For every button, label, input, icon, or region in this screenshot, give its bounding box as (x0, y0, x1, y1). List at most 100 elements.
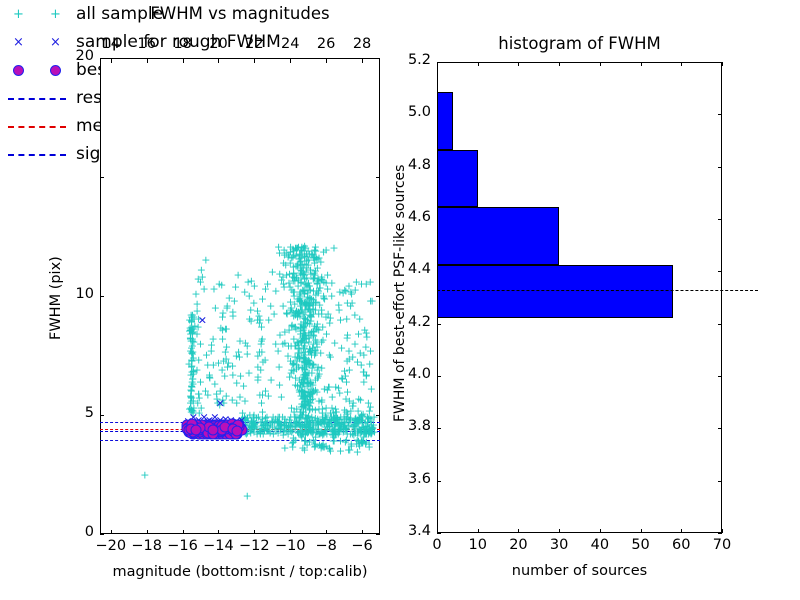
hist-x-tick-bottom (518, 529, 520, 533)
x-ticklabel-top: 18 (173, 36, 192, 52)
histogram-xlabel: number of sources (511, 563, 648, 579)
x-tick-bottom (290, 530, 292, 534)
x-ticklabel-top: 20 (209, 36, 228, 52)
hist-x-tick-bottom (722, 529, 723, 533)
legend-key-plus: + + (0, 4, 74, 24)
y-tick-left (100, 534, 104, 535)
hist-x-ticklabel: 70 (712, 537, 732, 553)
hist-x-ticklabel: 40 (590, 537, 610, 553)
scatter-xlabel: magnitude (bottom:isnt / top:calib) (112, 564, 368, 580)
x-ticklabel-bottom: −14 (203, 538, 234, 554)
hist-x-tick-top (477, 62, 479, 66)
histogram-fwhm-line (437, 289, 758, 291)
x-ticklabel-bottom: −16 (167, 538, 198, 554)
histogram-ylabel: FWHM of best-effort PSF-like sources (392, 164, 408, 422)
hist-x-tick-top (559, 62, 561, 66)
hist-y-ticklabel: 3.8 (407, 418, 431, 435)
hist-x-tick-top (437, 62, 438, 66)
legend-label: sample for rough FWHM (76, 32, 281, 52)
circle-icon (50, 64, 61, 76)
scatter-hline-median-fhwm-of-sequence (100, 429, 380, 431)
hist-x-tick-bottom (437, 529, 438, 533)
x-ticklabel-bottom: −20 (95, 538, 127, 554)
y-tick-right (376, 296, 380, 297)
x-ticklabel-bottom: −10 (274, 538, 306, 554)
histogram-title: histogram of FWHM (498, 34, 661, 53)
legend-key-dashdot-line (0, 144, 74, 164)
hist-y-tick-right (718, 271, 722, 273)
hist-y-ticklabel: 4.8 (407, 156, 431, 173)
x-tick-bottom (218, 530, 220, 534)
legend-key-circle (0, 60, 74, 80)
y-ticklabel: 20 (75, 48, 94, 64)
histogram-bar (437, 207, 560, 265)
hist-y-tick-left (437, 62, 441, 63)
y-ticklabel: 0 (84, 524, 94, 540)
hist-y-tick-right (718, 376, 722, 377)
hist-y-ticklabel: 4.0 (407, 366, 431, 382)
y-tick-left (100, 177, 104, 178)
hist-y-tick-right (718, 114, 722, 116)
x-ticklabel-top: 14 (101, 36, 120, 52)
scatter-title: FWHM vs magnitudes (150, 4, 330, 23)
x-ticklabel-top: 22 (245, 36, 264, 52)
x-tick-top-calib (326, 58, 328, 63)
legend-row: × × sample for rough FWHM (0, 28, 346, 56)
hist-x-ticklabel: 20 (509, 537, 528, 553)
x-tick-top-calib (290, 58, 292, 63)
hist-y-tick-left (437, 480, 441, 482)
plus-icon: + (13, 6, 24, 22)
hist-x-tick-bottom (640, 529, 642, 533)
hist-y-tick-right (718, 166, 722, 168)
x-tick-bottom (254, 530, 256, 534)
legend-key-dashed-line (0, 116, 74, 136)
legend-row: + + all sample (0, 0, 346, 28)
x-ticklabel-top: 26 (316, 36, 336, 52)
x-ticklabel-bottom: −18 (131, 538, 162, 554)
y-ticklabel: 5 (84, 405, 94, 421)
hist-y-tick-left (437, 376, 441, 377)
hist-y-tick-left (437, 428, 441, 430)
plus-icon: + (50, 6, 61, 22)
hist-y-ticklabel: 4.6 (407, 209, 431, 225)
hist-y-tick-right (718, 480, 722, 482)
scatter-hline-sigma-upper (100, 421, 380, 423)
x-tick-bottom (362, 530, 364, 534)
hist-x-tick-bottom (477, 529, 479, 533)
hist-y-ticklabel: 5.2 (407, 52, 431, 68)
scatter-axes (100, 58, 380, 534)
hist-x-tick-top (640, 62, 642, 66)
hist-x-tick-bottom (599, 529, 601, 533)
hist-x-ticklabel: 60 (672, 537, 691, 553)
hist-x-ticklabel: 10 (468, 537, 487, 553)
hist-x-ticklabel: 50 (631, 537, 650, 553)
x-tick-top-calib (146, 58, 148, 63)
x-tick-bottom (110, 530, 112, 534)
hist-x-tick-top (722, 62, 723, 66)
cross-icon: × (13, 34, 24, 50)
y-ticklabel: 10 (75, 286, 94, 302)
x-tick-top-calib (218, 58, 220, 63)
hist-x-tick-top (599, 62, 601, 66)
dashed-line-icon (8, 98, 66, 100)
legend-key-dashed-line (0, 88, 74, 108)
scatter-ylabel: FWHM (pix) (48, 256, 64, 340)
hist-y-tick-right (718, 428, 722, 430)
x-tick-bottom (146, 530, 148, 534)
hist-y-tick-left (437, 533, 441, 534)
hist-x-ticklabel: 30 (549, 537, 569, 553)
cross-icon: × (50, 34, 61, 50)
circle-icon (13, 64, 24, 76)
legend-label: all sample (76, 4, 164, 24)
hist-y-ticklabel: 4.4 (407, 261, 431, 278)
y-tick-right (376, 534, 380, 535)
x-tick-top-calib (110, 58, 112, 63)
x-tick-bottom (182, 530, 184, 534)
x-tick-top-calib (254, 58, 256, 63)
scatter-hline-sigma-lower (100, 439, 380, 441)
scatter-hline-resultant-fwhm (100, 430, 380, 432)
dashdot-line-icon (8, 154, 66, 156)
hist-y-tick-right (718, 533, 722, 534)
x-ticklabel-top: 28 (352, 36, 372, 52)
